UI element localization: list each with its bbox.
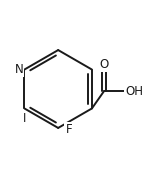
Text: N: N [14,63,23,76]
Text: OH: OH [125,85,143,98]
Text: O: O [99,58,109,71]
Text: F: F [65,123,72,136]
Text: I: I [23,112,26,125]
